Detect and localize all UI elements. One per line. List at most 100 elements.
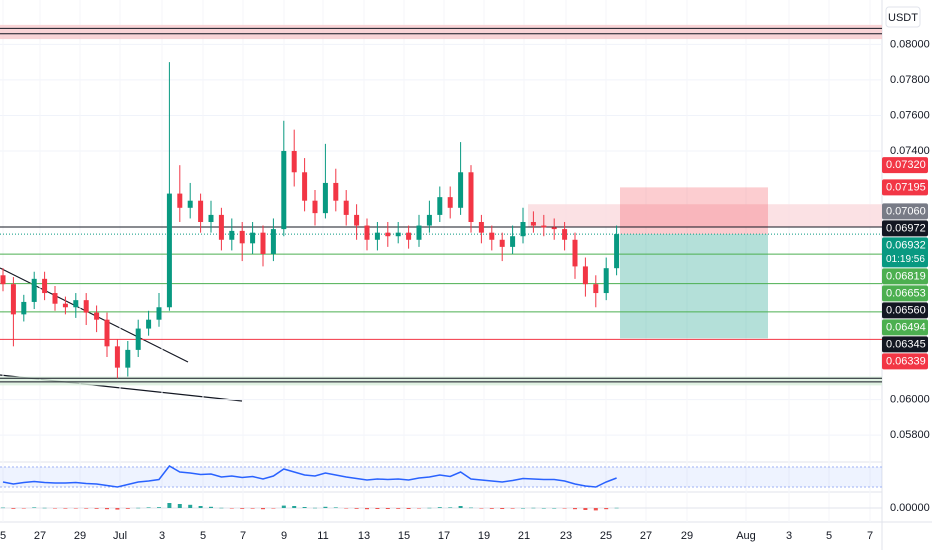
candle-body (156, 307, 162, 320)
macd-bar (573, 508, 577, 510)
candle-body (218, 214, 224, 240)
zone (0, 376, 882, 386)
rsi-line (2, 465, 617, 488)
zone (0, 24, 882, 40)
macd-bar (157, 507, 161, 508)
macd-bar (344, 508, 349, 509)
candle-body (489, 232, 495, 240)
candle-body (146, 319, 152, 329)
candle-body (406, 232, 412, 240)
macd-bar (209, 506, 213, 508)
macd-bar (1, 507, 5, 509)
candle-body (31, 278, 37, 302)
x-tick-label: 15 (398, 530, 410, 542)
candle-body (343, 200, 349, 215)
macd-bar (375, 508, 380, 509)
macd-bar (136, 507, 141, 509)
macd-bar (583, 508, 588, 510)
candle-body (499, 239, 505, 247)
candle-body (135, 328, 141, 350)
macd-bar (115, 508, 120, 510)
price-label-box (882, 353, 928, 370)
x-tick-label: 3 (786, 530, 792, 542)
price-label-box (882, 237, 928, 268)
macd-bar (614, 507, 619, 509)
price-label: 0.07195 (886, 181, 926, 193)
x-tick-label: 11 (317, 530, 328, 542)
price-label: 0.06972 (886, 222, 926, 234)
x-tick-label: 9 (281, 530, 287, 542)
candle-body (166, 193, 172, 308)
candle-body (187, 200, 193, 208)
macd-bar (42, 507, 47, 509)
price-label-box (882, 203, 928, 220)
price-label-box (882, 319, 928, 336)
candle-body (395, 232, 401, 237)
x-tick-label: 29 (74, 530, 86, 542)
macd-bar (11, 508, 16, 509)
macd-bar (73, 508, 78, 509)
currency-box[interactable] (885, 6, 921, 28)
y-tick-label: 0.07600 (890, 109, 930, 121)
candle-body (42, 278, 48, 294)
candle-body (0, 275, 6, 285)
candle-body (437, 197, 443, 215)
macd-bar (32, 507, 37, 508)
macd-bar (396, 508, 401, 509)
macd-bar (489, 508, 494, 509)
candle-body (364, 225, 370, 240)
macd-bar (458, 506, 463, 508)
candle-body (354, 214, 360, 226)
candle-body (510, 236, 516, 247)
candle-body (322, 182, 328, 214)
candle-body (458, 172, 464, 208)
price-label: 0.06560 (886, 304, 926, 316)
rsi-band (0, 467, 882, 487)
price-label: 0.06932 (886, 239, 926, 251)
macd-bar (292, 506, 297, 508)
x-tick-label: 23 (560, 530, 572, 542)
price-label-box (882, 285, 928, 302)
macd-bar (53, 508, 57, 509)
macd-bar (531, 507, 536, 509)
macd-bar (229, 508, 234, 509)
candle-body (270, 229, 276, 254)
candle-body (468, 172, 474, 223)
macd-bar (281, 505, 286, 508)
x-tick-label: 25 (600, 530, 612, 542)
candle-body (250, 232, 256, 244)
x-tick-label: 7 (867, 530, 873, 542)
macd-bar (271, 508, 276, 509)
macd-bar (437, 507, 442, 508)
candle-body (229, 230, 235, 240)
x-tick-label: 13 (358, 530, 370, 542)
macd-bar (448, 507, 453, 508)
price-label-box (882, 179, 928, 196)
price-label: 0.07320 (886, 159, 926, 171)
price-label: 0.06653 (886, 287, 926, 299)
macd-bar (552, 508, 557, 509)
x-tick-label: 27 (640, 530, 652, 542)
x-tick-label: 27 (34, 530, 46, 542)
macd-bar (94, 508, 99, 509)
macd-bar (313, 507, 317, 509)
candle-body (416, 225, 422, 240)
macd-bar (469, 507, 473, 509)
candle-body (104, 319, 110, 347)
macd-bar (365, 508, 369, 510)
price-label-box (882, 220, 928, 237)
macd-bar (427, 507, 432, 509)
macd-bar (406, 508, 411, 509)
macd-bar (219, 507, 224, 509)
candle-body (447, 197, 453, 208)
candle-body (114, 346, 120, 368)
price-label-box (882, 302, 928, 319)
price-label: 0.06494 (886, 321, 926, 333)
candle-body (177, 193, 183, 208)
candle-body (541, 225, 547, 228)
x-tick-label: Aug (736, 530, 756, 542)
x-tick-label: 21 (518, 530, 530, 542)
macd-bar (198, 506, 203, 508)
